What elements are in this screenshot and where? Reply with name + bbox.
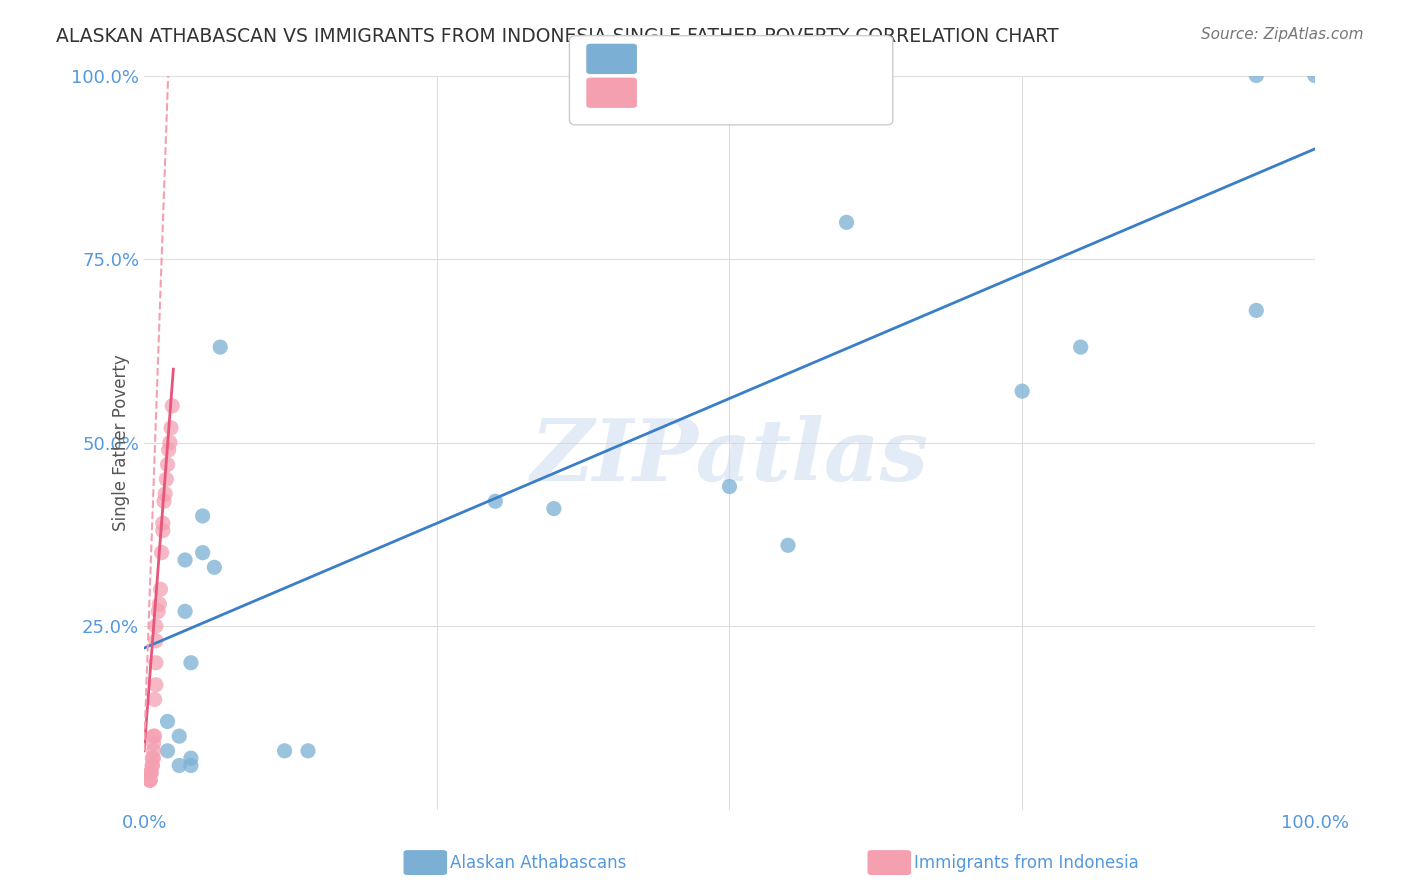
Text: Alaskan Athabascans: Alaskan Athabascans xyxy=(450,855,626,872)
Point xyxy=(149,582,172,597)
Point xyxy=(139,773,162,788)
Point xyxy=(153,494,176,508)
Point xyxy=(209,340,232,354)
Point xyxy=(157,442,180,457)
Point xyxy=(148,597,170,611)
Point xyxy=(142,729,165,743)
Point xyxy=(1246,69,1268,83)
Point xyxy=(145,633,167,648)
Point xyxy=(191,508,214,523)
Point xyxy=(167,758,190,772)
Point xyxy=(142,744,165,758)
Point xyxy=(191,546,214,560)
Point xyxy=(156,458,179,472)
Point xyxy=(153,487,176,501)
Point xyxy=(142,751,165,765)
Point xyxy=(835,215,858,229)
Point xyxy=(718,479,741,493)
Point xyxy=(139,765,162,780)
Point xyxy=(160,421,183,435)
Point xyxy=(180,751,202,765)
Point xyxy=(1246,303,1268,318)
Point xyxy=(139,773,162,788)
Point xyxy=(174,553,197,567)
Point xyxy=(145,678,167,692)
Point xyxy=(141,751,163,765)
Text: ZIPatlas: ZIPatlas xyxy=(530,416,928,499)
Point xyxy=(1011,384,1033,399)
Point xyxy=(159,435,181,450)
Point xyxy=(156,744,179,758)
Point xyxy=(297,744,319,758)
Point xyxy=(167,729,190,743)
Point xyxy=(180,656,202,670)
Point xyxy=(150,546,173,560)
Point xyxy=(160,399,183,413)
Point xyxy=(1303,69,1326,83)
Point xyxy=(152,516,174,531)
Text: R = 0.773    N = 33: R = 0.773 N = 33 xyxy=(647,81,838,101)
Point xyxy=(141,758,163,772)
Point xyxy=(141,758,163,772)
Point xyxy=(139,773,162,788)
Point xyxy=(143,692,166,706)
Point xyxy=(156,714,179,729)
Point xyxy=(543,501,565,516)
Point xyxy=(776,538,799,552)
Point xyxy=(1070,340,1092,354)
Point xyxy=(273,744,295,758)
Point xyxy=(143,729,166,743)
Point xyxy=(139,765,162,780)
Point xyxy=(174,604,197,618)
Point xyxy=(139,765,162,780)
Point xyxy=(145,619,167,633)
Point xyxy=(180,758,202,772)
Point xyxy=(152,524,174,538)
Point xyxy=(155,472,177,486)
Text: ALASKAN ATHABASCAN VS IMMIGRANTS FROM INDONESIA SINGLE FATHER POVERTY CORRELATIO: ALASKAN ATHABASCAN VS IMMIGRANTS FROM IN… xyxy=(56,27,1059,45)
Y-axis label: Single Father Poverty: Single Father Poverty xyxy=(112,354,131,531)
Text: R = 0.789    N = 25: R = 0.789 N = 25 xyxy=(647,48,838,68)
Point xyxy=(145,656,167,670)
Text: Immigrants from Indonesia: Immigrants from Indonesia xyxy=(914,855,1139,872)
Point xyxy=(142,736,165,750)
Point xyxy=(202,560,225,574)
Text: Source: ZipAtlas.com: Source: ZipAtlas.com xyxy=(1201,27,1364,42)
Point xyxy=(484,494,506,508)
Point xyxy=(146,604,169,618)
